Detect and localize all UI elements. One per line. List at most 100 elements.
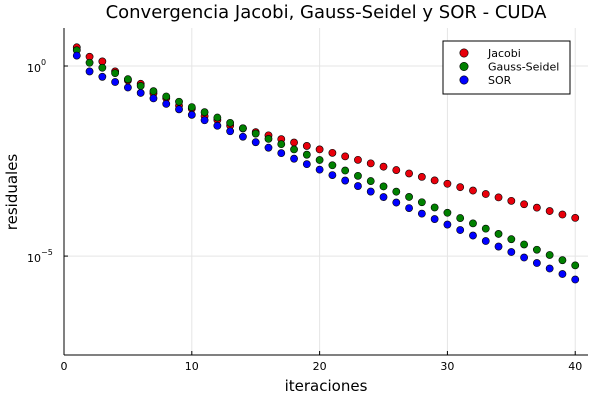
data-point (328, 171, 337, 180)
data-point (494, 230, 503, 238)
data-point (494, 242, 503, 251)
data-point (379, 182, 388, 191)
data-point (443, 220, 452, 229)
data-point (315, 145, 324, 154)
data-point (124, 83, 132, 92)
data-point (213, 121, 222, 130)
legend-label: Gauss-Seidel (488, 61, 559, 74)
data-point (558, 270, 567, 278)
data-point (111, 78, 120, 86)
data-point (520, 240, 528, 249)
series-sor (72, 51, 580, 284)
data-point (532, 245, 541, 254)
data-point (430, 203, 439, 212)
data-point (277, 140, 286, 149)
data-point (187, 103, 196, 112)
legend-label: Jacobi (487, 47, 521, 60)
data-point (405, 169, 413, 178)
data-point (124, 75, 132, 84)
data-point (366, 159, 375, 168)
data-point (175, 97, 183, 106)
data-point (366, 187, 375, 196)
data-point (290, 154, 298, 163)
data-point (392, 166, 401, 174)
data-point (469, 231, 477, 240)
data-point (571, 214, 580, 222)
data-points (72, 43, 580, 284)
data-point (200, 108, 209, 117)
data-point (430, 215, 439, 223)
data-point (481, 224, 490, 233)
y-axis-label: residuales (3, 154, 21, 231)
data-point (558, 256, 567, 265)
x-tick-label: 10 (185, 360, 199, 373)
data-point (290, 145, 298, 154)
data-point (341, 176, 350, 185)
data-point (443, 179, 452, 188)
data-point (456, 214, 465, 222)
data-point (149, 94, 158, 103)
data-point (341, 166, 350, 175)
data-point (315, 156, 324, 164)
data-point (532, 203, 541, 212)
data-point (469, 219, 477, 228)
legend-marker (459, 75, 469, 85)
data-point (162, 99, 171, 108)
data-point (354, 182, 362, 190)
data-point (507, 248, 516, 256)
x-tick-label: 40 (568, 360, 582, 373)
x-tick-label: 20 (313, 360, 327, 373)
data-point (111, 69, 120, 78)
data-point (354, 171, 362, 180)
data-point (392, 198, 401, 207)
x-tick-label: 30 (440, 360, 454, 373)
data-point (136, 81, 145, 90)
data-point (481, 190, 490, 198)
data-point (443, 208, 452, 217)
data-point (545, 264, 554, 273)
y-tick-label: 10 0 (27, 58, 46, 75)
data-point (417, 173, 426, 181)
y-tick-exponent: −5 (41, 248, 53, 257)
data-point (226, 127, 235, 136)
data-point (520, 200, 528, 209)
data-point (456, 226, 465, 234)
data-point (507, 235, 516, 244)
y-tick-label: 10 −5 (27, 248, 53, 265)
data-point (392, 187, 401, 196)
data-point (405, 193, 413, 201)
axes (63, 28, 588, 356)
data-point (571, 275, 580, 284)
legend-marker (459, 61, 469, 71)
data-point (239, 124, 247, 133)
data-point (226, 118, 235, 127)
data-point (341, 152, 350, 161)
data-point (328, 161, 337, 170)
data-point (354, 155, 362, 164)
data-point (417, 209, 426, 218)
data-point (175, 105, 183, 114)
data-point (239, 132, 247, 141)
data-point (379, 193, 388, 201)
data-point (430, 176, 439, 185)
data-point (264, 143, 273, 152)
y-tick-base: 10 (27, 252, 41, 265)
data-point (277, 149, 286, 158)
data-point (481, 237, 490, 245)
data-point (98, 63, 107, 72)
data-point (290, 138, 298, 147)
x-axis-label: iteraciones (285, 377, 368, 395)
data-point (213, 113, 222, 122)
data-point (85, 58, 94, 67)
data-point (571, 261, 580, 270)
data-point (136, 89, 145, 97)
chart-title: Convergencia Jacobi, Gauss-Seidel y SOR … (106, 2, 548, 23)
data-point (456, 183, 465, 192)
x-tick-label: 0 (61, 360, 68, 373)
legend-label: SOR (488, 74, 512, 87)
data-point (405, 204, 413, 212)
data-point (251, 138, 260, 147)
